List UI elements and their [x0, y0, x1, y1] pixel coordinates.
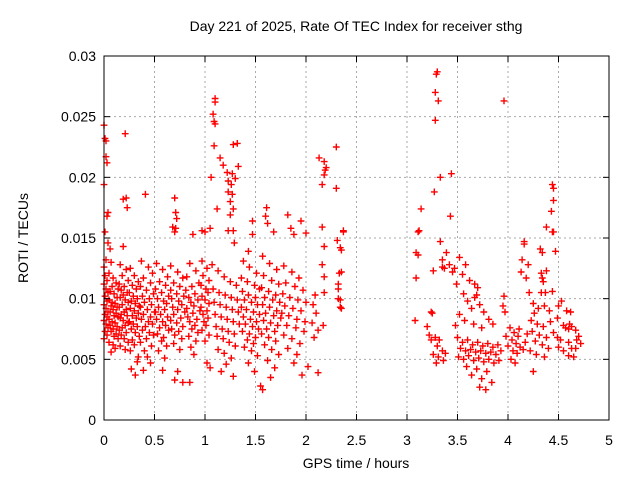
x-tick-label: 2 — [302, 432, 310, 448]
x-tick-label: 1 — [201, 432, 209, 448]
x-tick-label: 3.5 — [448, 432, 468, 448]
x-tick-label: 2.5 — [347, 432, 367, 448]
y-tick-label: 0.005 — [61, 351, 96, 367]
x-tick-label: 1.5 — [246, 432, 266, 448]
x-tick-label: 4.5 — [549, 432, 569, 448]
y-tick-label: 0 — [88, 412, 96, 428]
roti-series-markers — [100, 68, 585, 394]
x-tick-label: 4 — [504, 432, 512, 448]
grid-lines — [104, 56, 609, 420]
axis-ticks — [103, 55, 610, 421]
x-axis-label: GPS time / hours — [303, 455, 410, 471]
y-tick-label: 0.015 — [61, 230, 96, 246]
y-tick-label: 0.01 — [69, 291, 96, 307]
y-tick-label: 0.03 — [69, 48, 96, 64]
x-tick-label: 0.5 — [145, 432, 165, 448]
y-tick-label: 0.02 — [69, 169, 96, 185]
plot-border — [103, 55, 610, 421]
y-axis-label: ROTI / TECUs — [15, 193, 31, 283]
chart-title: Day 221 of 2025, Rate Of TEC Index for r… — [190, 18, 523, 34]
x-tick-label: 5 — [605, 432, 613, 448]
y-tick-labels: 0 0.005 0.01 0.015 0.02 0.025 0.03 — [61, 48, 96, 428]
x-tick-label: 3 — [403, 432, 411, 448]
y-tick-label: 0.025 — [61, 109, 96, 125]
data-points — [100, 68, 585, 394]
x-tick-labels: 0 0.5 1 1.5 2 2.5 3 3.5 4 4.5 5 — [100, 432, 613, 448]
x-tick-label: 0 — [100, 432, 108, 448]
